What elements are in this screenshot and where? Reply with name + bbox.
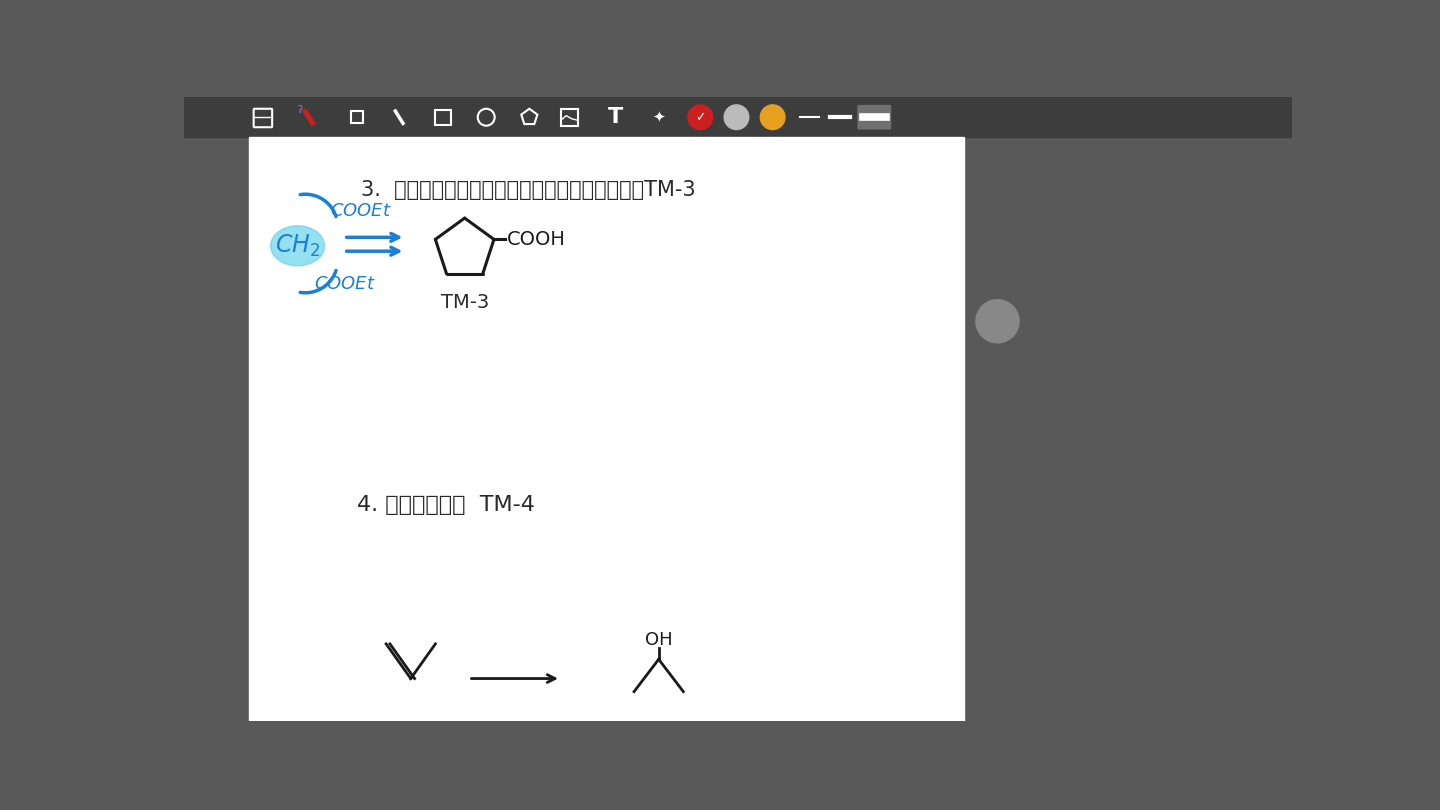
Text: TM-3: TM-3: [441, 293, 488, 313]
FancyBboxPatch shape: [857, 105, 891, 130]
Bar: [963, 137, 1293, 721]
Circle shape: [760, 105, 785, 130]
Circle shape: [724, 105, 749, 130]
Bar: [562, 109, 577, 126]
Circle shape: [976, 300, 1020, 343]
Ellipse shape: [271, 226, 324, 266]
Bar: [184, 97, 1293, 137]
Text: ✓: ✓: [696, 111, 706, 124]
Text: ✦: ✦: [652, 109, 665, 125]
Text: OH: OH: [645, 631, 672, 649]
Text: COOH: COOH: [507, 230, 566, 249]
Bar: [249, 137, 963, 721]
Text: T: T: [608, 107, 624, 127]
Bar: [435, 109, 451, 125]
Circle shape: [688, 105, 713, 130]
Text: 4. 完成下列转换  TM-4: 4. 完成下列转换 TM-4: [357, 495, 534, 515]
Text: $\mathit{CH_2}$: $\mathit{CH_2}$: [275, 232, 320, 259]
Text: 3.  由丙二酸二乙酯和四个碳原子的试剂合成下列TM-3: 3. 由丙二酸二乙酯和四个碳原子的试剂合成下列TM-3: [360, 180, 696, 199]
Bar: [184, 137, 249, 721]
Text: ʔ: ʔ: [298, 104, 302, 114]
Text: $\mathit{COOEt}$: $\mathit{COOEt}$: [314, 275, 376, 292]
Text: $\mathit{COOEt}$: $\mathit{COOEt}$: [330, 202, 392, 220]
